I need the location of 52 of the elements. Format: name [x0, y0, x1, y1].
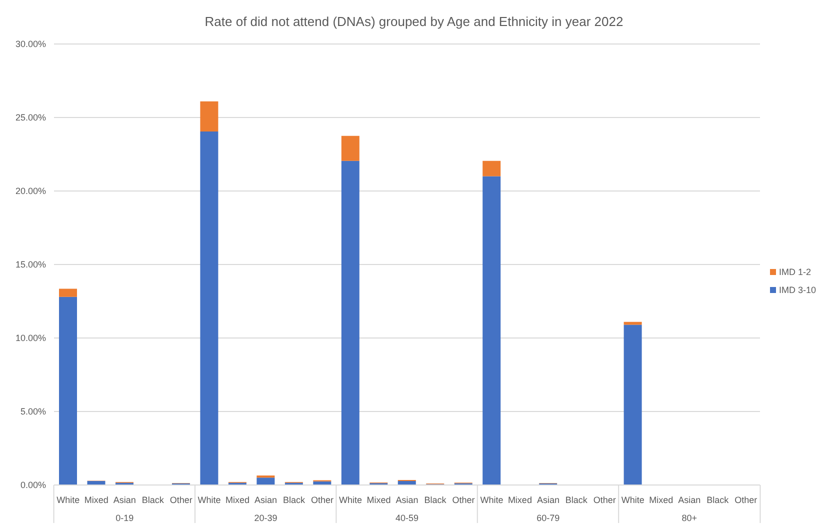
- x-tick-label: Other: [593, 495, 616, 505]
- x-tick-label: Asian: [113, 495, 136, 505]
- x-tick-label: Black: [424, 495, 447, 505]
- bar: [482, 160, 501, 176]
- legend-label: IMD 3-10: [779, 284, 816, 294]
- x-tick-label: Black: [706, 495, 730, 505]
- text: 80+: [682, 513, 698, 523]
- x-tick-label: White: [480, 495, 504, 505]
- y-tick-label: 25.00%: [15, 112, 46, 123]
- x-tick-label: Black: [283, 495, 306, 505]
- bar: [624, 322, 642, 325]
- x-tick-label: Other: [734, 495, 758, 505]
- text: 0-19: [116, 513, 134, 523]
- text: 20-39: [254, 513, 278, 523]
- bar: [256, 475, 275, 478]
- y-tick-label: 10.00%: [15, 333, 46, 344]
- bar: [482, 176, 501, 485]
- legend-label: IMD 1-2: [779, 266, 812, 276]
- y-tick-label: 30.00%: [15, 39, 46, 50]
- x-tick-label: Asian: [396, 495, 418, 505]
- x-tick-label: Mixed: [84, 495, 108, 505]
- bar: [256, 478, 275, 485]
- y-tick-label: 20.00%: [15, 186, 46, 196]
- x-tick-label: Mixed: [226, 495, 250, 505]
- x-tick-label: Other: [311, 495, 334, 505]
- x-tick-label: Asian: [678, 495, 701, 505]
- chart-title: Rate of did not attend (DNAs) grouped by Age and Ethnicity in year 2022: [204, 13, 624, 31]
- x-tick-label: Asian: [536, 495, 560, 505]
- x-tick-label: Mixed: [508, 495, 532, 505]
- x-tick-label: White: [56, 495, 80, 505]
- y-tick-label: 0.00%: [20, 480, 46, 490]
- text: 60-79: [536, 513, 560, 523]
- text: 40-59: [395, 513, 419, 523]
- y-tick-label: 5.00%: [20, 406, 46, 417]
- bar: [59, 296, 77, 485]
- x-tick-label: White: [621, 495, 644, 505]
- x-tick-label: Asian: [254, 495, 278, 505]
- x-tick-label: White: [198, 495, 221, 505]
- bar: [200, 131, 218, 485]
- x-tick-label: Mixed: [366, 495, 391, 505]
- x-tick-label: Other: [452, 495, 475, 505]
- x-tick-label: Black: [142, 495, 164, 505]
- bar: [624, 324, 642, 485]
- bar: [341, 160, 360, 485]
- x-tick-label: Mixed: [649, 495, 674, 505]
- bar: [200, 101, 218, 132]
- bar: [341, 136, 360, 161]
- bar: [59, 288, 77, 297]
- y-tick-label: 15.00%: [15, 260, 46, 270]
- x-tick-label: Other: [170, 495, 192, 505]
- x-tick-label: White: [339, 495, 362, 505]
- x-tick-label: Black: [565, 495, 588, 505]
